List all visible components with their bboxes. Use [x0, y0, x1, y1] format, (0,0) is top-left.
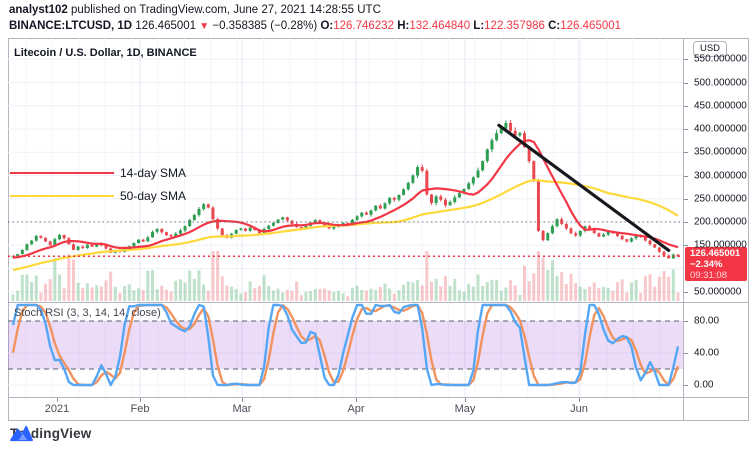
tag-countdown: 09:31:08 — [690, 270, 727, 281]
sma50-line-swatch — [10, 194, 114, 198]
open-value: 126.746232 — [333, 20, 394, 32]
price-axis-label: 200.000000 — [694, 216, 747, 228]
symbol-name: BINANCE:LTCUSD, 1D — [9, 20, 133, 32]
frame-bottom-border — [8, 420, 749, 421]
tag-price: 126.465001 — [690, 248, 741, 259]
tradingview-logo-icon — [10, 425, 33, 442]
byline: analyst102 published on TradingView.com,… — [9, 4, 381, 16]
price-axis[interactable]: USD 126.465001 −2.34% 09:31:08 550.00000… — [684, 38, 749, 420]
price-axis-label: 400.000000 — [694, 123, 747, 135]
legend-sma-50[interactable]: 50-day SMA — [10, 189, 186, 203]
price-axis-label: 250.000000 — [694, 193, 747, 205]
stoch-axis-label: 0.00 — [694, 379, 714, 391]
price-axis-tick — [684, 83, 688, 84]
price-axis-separator — [683, 38, 684, 421]
price-axis-label: 450.000000 — [694, 100, 747, 112]
price-axis-tick — [684, 222, 688, 223]
price-axis-label: 350.000000 — [694, 146, 747, 158]
high-label: H: — [397, 20, 410, 32]
byline-author: analyst102 — [9, 4, 68, 16]
stoch-rsi-title: Stoch RSI (3, 3, 14, 14, close) — [14, 307, 161, 319]
time-axis-tick — [242, 398, 243, 402]
low-label: L: — [473, 20, 485, 32]
stoch-axis-tick — [684, 353, 688, 354]
time-axis-tick — [140, 398, 141, 402]
price-axis-tick — [684, 59, 688, 60]
time-axis-tick — [356, 398, 357, 402]
last-price: 126.465001 — [135, 20, 197, 32]
price-axis-label: 300.000000 — [694, 170, 747, 182]
price-axis-label: 500.000000 — [694, 77, 747, 89]
time-axis-label: Mar — [232, 403, 252, 415]
price-axis-label: 150.000000 — [694, 239, 747, 251]
panel-divider[interactable] — [8, 302, 749, 303]
byline-text: published on TradingView.com, June 27, 2… — [67, 4, 381, 16]
time-axis-tick — [465, 398, 466, 402]
time-axis-label: 2021 — [44, 403, 70, 415]
price-axis-tick — [684, 199, 688, 200]
price-axis-tick — [684, 152, 688, 153]
price-axis-tick — [684, 245, 688, 246]
stoch-axis-tick — [684, 321, 688, 322]
price-axis-label: 50.000000 — [694, 286, 742, 298]
time-axis-label: May — [454, 403, 476, 415]
low-value: 122.357986 — [484, 20, 545, 32]
frame-right-border — [748, 38, 749, 421]
price-axis-tick — [684, 292, 688, 293]
tag-change-pct: −2.34% — [690, 259, 723, 270]
stoch-rsi-panel[interactable] — [8, 303, 683, 397]
price-change: −0.358385 (−0.28%) — [212, 20, 318, 32]
down-arrow-icon: ▼ — [199, 21, 210, 32]
close-value: 126.465001 — [560, 20, 622, 32]
price-axis-tick — [684, 106, 688, 107]
currency-unit-button[interactable]: USD — [693, 41, 727, 57]
sma50-label: 50-day SMA — [120, 189, 187, 203]
time-axis-label: Apr — [347, 403, 365, 415]
price-panel[interactable] — [8, 38, 683, 302]
stoch-axis-label: 80.00 — [694, 315, 720, 327]
sma14-label: 14-day SMA — [120, 166, 187, 180]
time-axis-tick — [57, 398, 58, 402]
time-axis-label: Feb — [130, 403, 150, 415]
sma14-line-swatch — [10, 171, 114, 175]
frame-top-border — [8, 38, 749, 39]
price-axis-label: 550.000000 — [694, 53, 747, 65]
high-value: 132.464840 — [409, 20, 471, 32]
last-price-tag: 126.465001 −2.34% 09:31:08 — [685, 247, 747, 281]
price-axis-tick — [684, 129, 688, 130]
tradingview-brand[interactable]: TradingView — [10, 425, 91, 442]
time-axis-label: Jun — [570, 403, 588, 415]
time-axis-tick — [579, 398, 580, 402]
time-axis-border — [8, 397, 749, 398]
chart-title: Litecoin / U.S. Dollar, 1D, BINANCE — [14, 47, 197, 59]
symbol-status-line: BINANCE:LTCUSD, 1D 126.465001 ▼ −0.35838… — [9, 20, 621, 32]
frame-left-border — [8, 38, 9, 421]
price-axis-tick — [684, 176, 688, 177]
stoch-axis-tick — [684, 385, 688, 386]
close-label: C: — [548, 20, 561, 32]
open-label: O: — [320, 20, 334, 32]
stoch-axis-label: 40.00 — [694, 347, 720, 359]
legend-sma-14[interactable]: 14-day SMA — [10, 166, 186, 180]
time-axis[interactable]: 2021 Feb Mar Apr May Jun — [8, 398, 683, 420]
